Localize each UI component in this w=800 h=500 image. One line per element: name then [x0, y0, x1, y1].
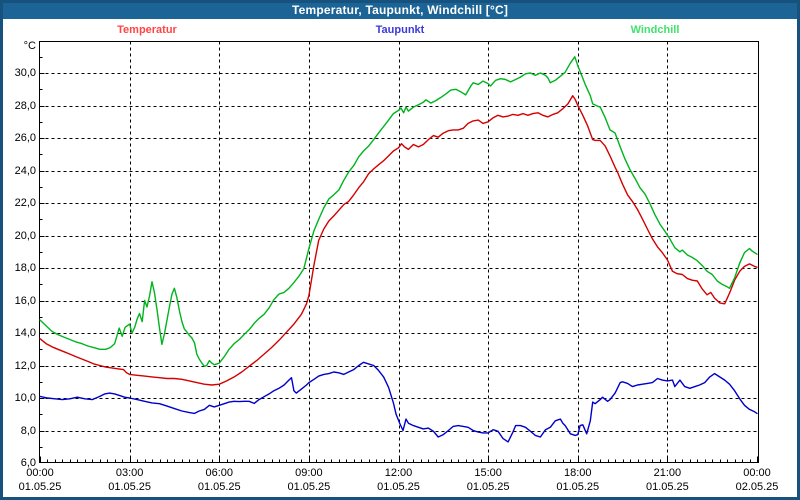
- x-axis-time-label: 03:00: [115, 467, 144, 479]
- x-axis-date-label: 01.05.25: [108, 481, 152, 493]
- y-axis-label: 26,0: [14, 132, 36, 144]
- y-axis-label: 28,0: [14, 99, 36, 112]
- y-axis-label: 20,0: [14, 229, 36, 242]
- series-temperatur: [39, 94, 758, 386]
- y-axis-label: 6,0: [20, 457, 36, 469]
- y-axis-label: 24,0: [14, 164, 36, 177]
- x-axis-date-label: 01.05.25: [377, 481, 420, 493]
- x-axis-time-label: 21:00: [653, 467, 682, 479]
- y-axis-label: 10,0: [14, 392, 36, 404]
- x-axis-date-label: 01.05.25: [645, 481, 689, 493]
- x-axis-time-label: 12:00: [384, 467, 413, 479]
- x-axis-date-label: 01.05.25: [287, 481, 331, 493]
- series-windchill: [39, 56, 758, 367]
- x-axis-time-label: 09:00: [295, 467, 323, 479]
- y-axis-label: 16,0: [14, 294, 36, 307]
- x-axis-date-label: 01.05.25: [18, 481, 62, 493]
- legend-windchill: Windchill: [630, 24, 680, 36]
- legend-temperatur: Temperatur: [117, 24, 177, 36]
- plot-border: [39, 41, 759, 463]
- y-axis-label: 22,0: [14, 197, 36, 209]
- y-axis-label: 18,0: [14, 262, 36, 274]
- x-axis-time-label: 18:00: [563, 467, 592, 479]
- y-axis-unit-label: °C: [23, 40, 36, 52]
- x-axis-date-label: 01.05.25: [556, 481, 600, 493]
- window-title: Temperatur, Taupunkt, Windchill [°C]: [291, 2, 509, 17]
- x-axis-time-label: 00:00: [26, 467, 54, 479]
- window-titlebar[interactable]: Temperatur, Taupunkt, Windchill [°C]: [0, 0, 800, 19]
- x-axis-time-label: 15:00: [474, 467, 502, 479]
- y-axis-label: 14,0: [14, 327, 36, 339]
- x-axis-time-label: 06:00: [205, 467, 234, 479]
- series-taupunkt: [39, 361, 758, 443]
- y-axis-label: 8,0: [20, 424, 36, 437]
- y-axis-label: 30,0: [14, 67, 36, 79]
- x-axis-date-label: 01.05.25: [466, 481, 510, 493]
- legend-taupunkt: Taupunkt: [375, 24, 425, 36]
- x-axis-time-label: 00:00: [743, 467, 771, 479]
- y-axis-label: 12,0: [14, 359, 36, 372]
- x-axis-date-label: 01.05.25: [197, 481, 241, 493]
- x-axis-date-label: 02.05.25: [735, 481, 779, 493]
